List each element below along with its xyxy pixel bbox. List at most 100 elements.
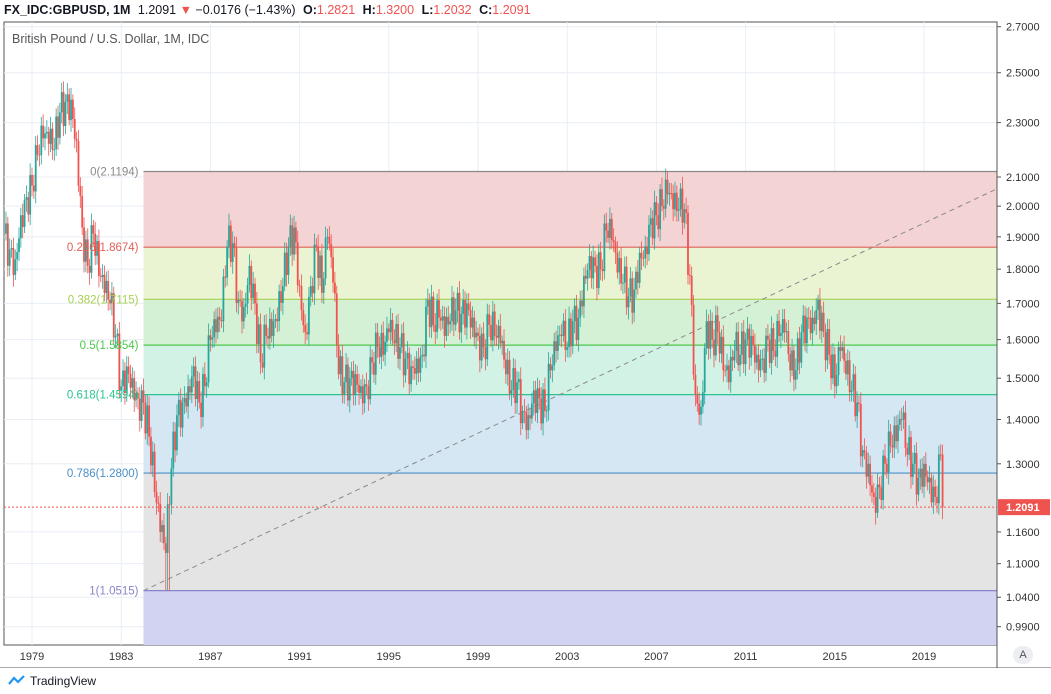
candle-body (423, 354, 426, 357)
candle-body (10, 248, 13, 250)
candle-body (111, 293, 113, 304)
candle-body (744, 339, 747, 365)
candle-body (278, 291, 281, 322)
candle-body (497, 325, 500, 338)
candle-body (820, 312, 823, 331)
candle-body (936, 496, 938, 504)
candle-body (311, 286, 314, 294)
auto-scale-button[interactable]: A (1013, 646, 1033, 664)
candle-body (196, 381, 199, 400)
candle-body (525, 411, 528, 431)
candle-body (620, 258, 622, 284)
candle-body (148, 405, 150, 437)
candle-body (326, 236, 329, 238)
candle-body (605, 223, 608, 231)
candle-body (399, 347, 401, 359)
candle-body (670, 192, 673, 194)
fib-zone (143, 171, 997, 248)
candle-body (386, 328, 388, 342)
candle-body (503, 340, 505, 360)
candle-body (274, 319, 277, 322)
candle-body (354, 374, 357, 395)
candle-body (709, 320, 712, 349)
candle-body (815, 309, 818, 324)
candle-body (18, 238, 20, 253)
candle-body (45, 131, 48, 134)
candle-body (609, 218, 611, 238)
fib-zone (143, 247, 997, 300)
candle-body (464, 300, 466, 328)
y-tick-label: 1.9000 (1006, 232, 1040, 244)
candle-body (298, 285, 301, 287)
fib-level-label: 0.236(1.8674) (67, 242, 139, 254)
tradingview-logo[interactable]: TradingView (8, 674, 96, 688)
fib-level-label: 0(2.1194) (90, 167, 139, 179)
candle-body (120, 386, 123, 391)
candle-body (387, 328, 390, 333)
candle-body (36, 145, 39, 155)
candle-body (254, 283, 256, 304)
candle-body (662, 206, 665, 209)
candle-body (285, 252, 288, 275)
candle-body (358, 384, 360, 393)
candle-body (155, 492, 158, 503)
candle-body (185, 398, 188, 407)
candle-body (207, 335, 210, 383)
candle-body (921, 468, 924, 487)
candle-body (8, 249, 11, 266)
candle-body (363, 384, 366, 404)
candle-body (759, 359, 762, 371)
candle-body (98, 241, 100, 276)
candle-body (720, 336, 723, 354)
candle-body (623, 266, 626, 283)
candle-body (542, 389, 544, 424)
candle-body (345, 364, 347, 383)
candle-body (664, 179, 667, 209)
candle-body (319, 255, 321, 278)
candle-body (187, 386, 189, 407)
candle-body (321, 255, 323, 293)
candle-body (21, 215, 24, 227)
candle-body (32, 185, 35, 192)
x-tick-label: 2015 (823, 651, 847, 663)
candle-body (696, 394, 699, 404)
candle-body (557, 335, 559, 351)
y-tick-label: 2.5000 (1006, 68, 1040, 80)
candle-body (488, 314, 491, 325)
last-price-label: 1.2091 (1006, 502, 1040, 514)
price-chart[interactable]: 0(2.1194) 0.236(1.8674) 0.382(1.7115) 0.5(1… (0, 0, 1051, 668)
candle-body (891, 445, 894, 448)
candle-body (42, 125, 45, 139)
x-tick-label: 2011 (734, 651, 758, 663)
candle-body (324, 237, 327, 279)
candle-body (783, 319, 786, 333)
candle-body (761, 358, 764, 360)
candle-body (863, 450, 866, 453)
candle-body (432, 296, 435, 325)
candle-body (337, 345, 340, 375)
candle-body (811, 317, 814, 334)
candle-body (445, 316, 448, 336)
candle-body (698, 403, 701, 415)
candle-body (939, 454, 942, 456)
candle-body (465, 303, 468, 328)
fibonacci-retracement[interactable] (143, 170, 998, 645)
candle-body (6, 223, 9, 266)
candle-body (724, 370, 727, 372)
candle-body (802, 315, 805, 333)
candle-body (887, 431, 890, 473)
candle-body (748, 328, 751, 358)
candle-body (460, 314, 463, 333)
candle-body (57, 116, 59, 138)
candle-body (657, 215, 660, 230)
candle-body (573, 305, 576, 322)
fib-zone (143, 345, 997, 395)
candle-body (77, 141, 80, 186)
candle-body (646, 246, 649, 255)
candle-body (553, 341, 556, 366)
candle-body (700, 406, 702, 415)
candle-body (164, 543, 167, 553)
x-tick-label: 2003 (555, 651, 579, 663)
candle-body (530, 403, 533, 419)
last-price-badge (998, 499, 1050, 516)
